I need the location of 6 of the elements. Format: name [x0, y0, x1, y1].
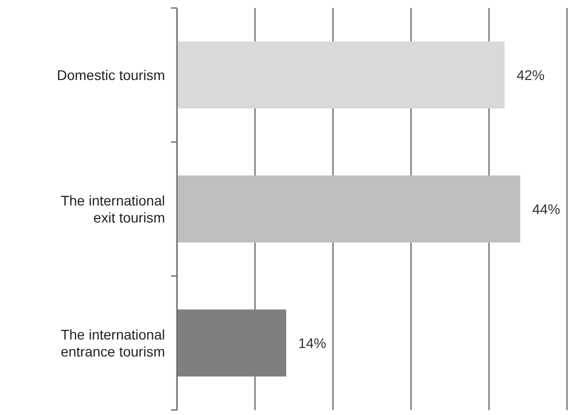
y-tick-label: The international exit tourism	[60, 192, 165, 226]
data-label: 14%	[298, 334, 326, 351]
data-label: 44%	[532, 200, 560, 217]
data-label: 42%	[516, 66, 545, 83]
y-tick-label: Domestic tourism	[56, 66, 165, 83]
y-tick-label: The international entrance tourism	[60, 326, 165, 360]
